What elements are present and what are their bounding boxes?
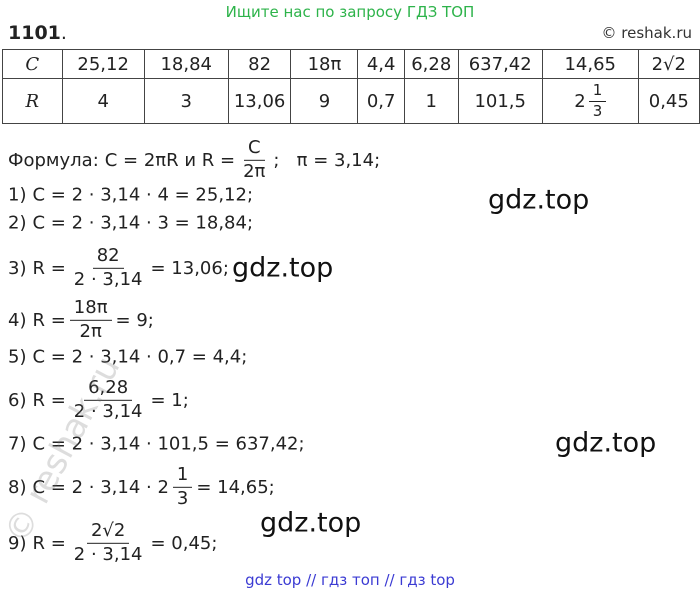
fraction: 6,28 2 · 3,14 [70,377,147,422]
expression: C = 2 · 3,14 · 0,7 = 4,4; [32,346,248,368]
number-dot: . [60,22,67,44]
line-label: 1) [8,184,27,206]
expression: C = 2 · 3,14 · 101,5 = 637,42; [32,433,305,455]
table-cell: 101,5 [457,78,543,124]
table-cell: 1 [403,78,459,124]
expression: C = 2 · 3,14 · 3 = 18,84; [32,212,254,234]
fraction: C 2π [239,137,269,182]
table-cell: 3 [143,78,229,124]
formula-line: Формула: C = 2πR и R = C 2π; π = 3,14; [8,137,381,182]
step-line: 8) C = 2 · 3,14 · 2 1 3 = 14,65; [8,464,275,509]
watermark: gdz.top [555,427,657,459]
table-cell: 14,65 [541,49,639,79]
expression-left: C = 2 · 3,14 · 2 [32,476,169,498]
watermark: gdz.top [232,252,334,284]
whole: 2 [574,90,586,112]
denominator: 2 · 3,14 [73,400,143,422]
step-line: 6) R = 6,28 2 · 3,14 = 1; [8,377,189,422]
line-label: 4) [8,309,27,331]
table-cell: 18π [290,49,359,79]
expression-left: R = [32,389,66,411]
footer: gdz top // гдз топ // гдз top [245,571,455,589]
table-cell: 18,84 [143,49,229,79]
line-label: 6) [8,389,27,411]
table-cell: 25,12 [61,49,145,79]
numerator: 6,28 [84,377,133,401]
step-line: 9) R = 2√2 2 · 3,14 = 0,45; [8,520,218,565]
expression-right: = 14,65; [196,476,275,498]
line-label: 7) [8,433,27,455]
fraction: 2√2 2 · 3,14 [70,520,147,565]
numerator: C [243,137,265,161]
step-line: 4) R = 18π 2π = 9; [8,297,154,342]
watermark: gdz.top [260,507,362,539]
table-cell: 637,42 [457,49,543,79]
number: 1101 [8,22,61,44]
table-cell: 6,28 [403,49,459,79]
table-cell: 0,45 [637,78,700,124]
numerator: 82 [92,245,124,269]
table-cell: 13,06 [227,78,292,124]
step-line: 3) R = 82 2 · 3,14 = 13,06; [8,245,229,290]
expression-right: ; π = 3,14; [273,149,381,171]
numerator: 18π [69,297,112,321]
numerator: 1 [588,82,607,102]
expression-right: = 9; [115,309,154,331]
table-row: R 4 3 13,06 9 0,7 1 101,5 2 1 3 0,45 [2,78,700,124]
table-cell: 82 [227,49,292,79]
expression-right: = 13,06; [150,257,229,279]
numerator: 2√2 [86,520,130,544]
watermark: gdz.top [488,184,590,216]
step-line: 5) C = 2 · 3,14 · 0,7 = 4,4; [8,347,247,368]
expression-right: = 0,45; [150,532,218,554]
problem-number: 1101. [8,22,67,44]
line-label: 2) [8,212,27,234]
step-line: 1) C = 2 · 3,14 · 4 = 25,12; [8,185,253,206]
table-cell: 0,7 [357,78,405,124]
denominator: 2 · 3,14 [73,543,143,565]
table-row: C 25,12 18,84 82 18π 4,4 6,28 637,42 14,65 2√2 [2,49,700,79]
step-line: 2) C = 2 · 3,14 · 3 = 18,84; [8,213,253,234]
table-cell: 4,4 [357,49,405,79]
step-line: 7) C = 2 · 3,14 · 101,5 = 637,42; [8,434,305,455]
denominator: 2π [243,160,266,182]
table-cell: 4 [61,78,145,124]
line-label: 3) [8,257,27,279]
expression-right: = 1; [150,389,189,411]
line-label: Формула: [8,149,99,171]
table-cell: 9 [290,78,359,124]
fraction: 82 2 · 3,14 [70,245,147,290]
table-cell: R [2,78,63,124]
values-table: C 25,12 18,84 82 18π 4,4 6,28 637,42 14,65 2√2 R 4 3… [2,49,700,124]
denominator: 2 · 3,14 [73,268,143,290]
expression-left: R = [32,257,66,279]
fraction: 18π 2π [69,297,112,342]
expression-left: C = 2πR и R = [104,149,236,171]
expression-left: R = [32,532,66,554]
denominator: 3 [592,101,603,120]
line-label: 5) [8,346,27,368]
expression-left: R = [32,309,66,331]
line-label: 9) [8,532,27,554]
denominator: 2π [79,320,102,342]
expression: C = 2 · 3,14 · 4 = 25,12; [32,184,254,206]
table-cell: C [2,49,63,79]
numerator: 1 [172,464,193,488]
table-cell: 2√2 [637,49,700,79]
line-label: 8) [8,476,27,498]
denominator: 3 [176,487,189,509]
copyright: © reshak.ru [601,24,692,42]
top-banner: Ищите нас по запросу ГДЗ ТОП [225,3,475,21]
